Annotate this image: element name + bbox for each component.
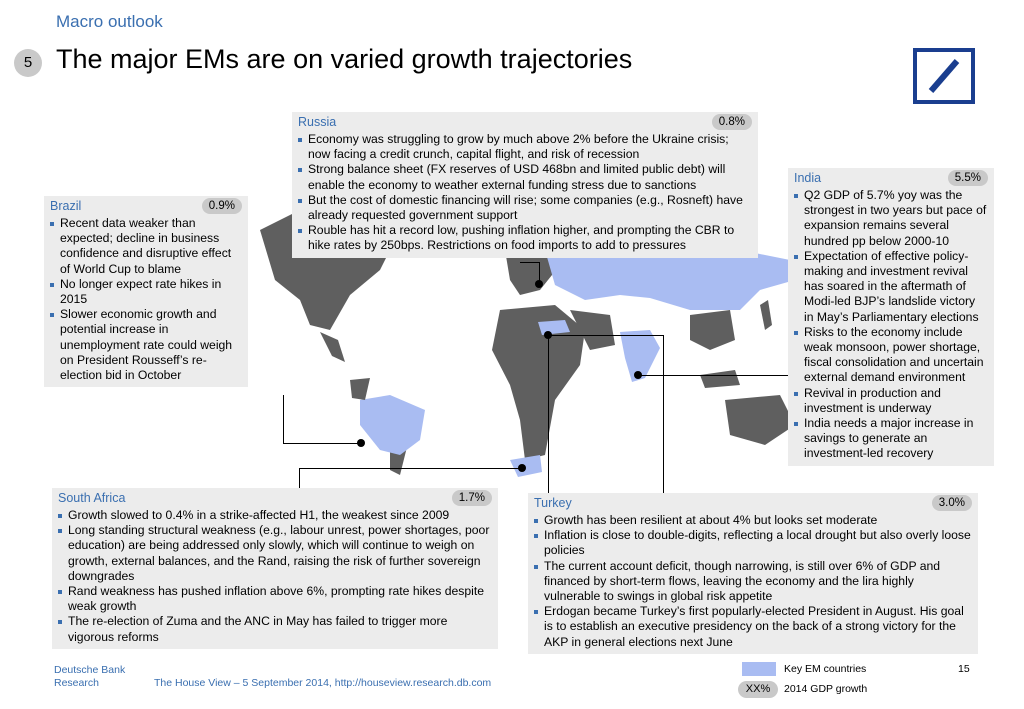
leader-line-turkey-h <box>548 335 663 336</box>
footer-brand-line2: Research <box>54 677 99 689</box>
page-title: The major EMs are on varied growth traje… <box>56 44 633 74</box>
legend-key-label: Key EM countries <box>784 663 867 675</box>
deutsche-bank-logo <box>913 48 975 104</box>
bullet-item: India needs a major increase in savings … <box>794 416 988 462</box>
legend-growth-pill: XX% <box>738 681 778 698</box>
south-africa-box: South Africa 1.7% Growth slowed to 0.4% … <box>52 488 498 649</box>
leader-line-brazil <box>283 395 284 443</box>
growth-badge: 0.9% <box>201 198 242 214</box>
bullet-item: Revival in production and investment is … <box>794 386 988 416</box>
bullet-item: Strong balance sheet (FX reserves of USD… <box>298 162 752 192</box>
footer-brand-line1: Deutsche Bank <box>54 664 126 676</box>
leader-line-india <box>637 375 795 376</box>
growth-badge: 0.8% <box>711 114 752 130</box>
country-name: India <box>794 171 822 185</box>
growth-badge: 1.7% <box>451 490 492 506</box>
leader-line-south-africa <box>299 468 521 469</box>
brazil-box: Brazil 0.9% Recent data weaker than expe… <box>44 196 248 388</box>
marker-turkey <box>544 331 552 339</box>
bullet-item: Economy was struggling to grow by much a… <box>298 132 752 162</box>
growth-badge: 5.5% <box>947 170 988 186</box>
bullet-item: Growth slowed to 0.4% in a strike-affect… <box>58 508 492 523</box>
country-name: Russia <box>298 115 337 129</box>
section-label: Macro outlook <box>56 12 163 31</box>
marker-brazil <box>357 439 365 447</box>
bullet-item: Long standing structural weakness (e.g.,… <box>58 523 492 584</box>
bullet-item: Rand weakness has pushed inflation above… <box>58 584 492 614</box>
bullet-item: Slower economic growth and potential inc… <box>50 307 242 383</box>
country-name: Turkey <box>534 496 572 510</box>
bullet-item: But the cost of domestic financing will … <box>298 193 752 223</box>
leader-line-south-africa-v <box>299 468 300 488</box>
country-name: South Africa <box>58 491 126 505</box>
country-name: Brazil <box>50 199 82 213</box>
legend-growth-label: 2014 GDP growth <box>784 683 868 695</box>
turkey-box: Turkey 3.0% Growth has been resilient at… <box>528 493 978 654</box>
bullet-item: The re-election of Zuma and the ANC in M… <box>58 614 492 644</box>
growth-badge: 3.0% <box>931 495 972 511</box>
leader-line-turkey-v <box>663 335 664 493</box>
bullet-item: No longer expect rate hikes in 2015 <box>50 277 242 307</box>
leader-line-turkey <box>548 335 549 493</box>
bullet-item: Risks to the economy include weak monsoo… <box>794 325 988 386</box>
india-box: India 5.5% Q2 GDP of 5.7% yoy was the st… <box>788 168 994 466</box>
bullet-item: Rouble has hit a record low, pushing inf… <box>298 223 752 253</box>
marker-russia <box>535 280 543 288</box>
page-number: 15 <box>958 663 970 675</box>
bullet-item: The current account deficit, though narr… <box>534 559 972 605</box>
bullet-item: Q2 GDP of 5.7% yoy was the strongest in … <box>794 188 988 249</box>
bullet-item: Expectation of effective policy-making a… <box>794 249 988 325</box>
slide-number-badge: 5 <box>14 49 42 77</box>
bullet-item: Erdogan became Turkey’s first popularly-… <box>534 604 972 650</box>
leader-line-russia <box>539 262 540 284</box>
footer-source: The House View – 5 September 2014, http:… <box>154 677 492 689</box>
russia-box: Russia 0.8% Economy was struggling to gr… <box>292 112 758 258</box>
leader-line-brazil-h <box>283 443 360 444</box>
marker-south-africa <box>518 464 526 472</box>
bullet-item: Recent data weaker than expected; declin… <box>50 216 242 277</box>
bullet-item: Growth has been resilient at about 4% bu… <box>534 513 972 528</box>
legend-key-swatch <box>742 662 776 676</box>
bullet-item: Inflation is close to double-digits, ref… <box>534 528 972 558</box>
leader-line-russia-h <box>520 262 540 263</box>
marker-india <box>634 371 642 379</box>
